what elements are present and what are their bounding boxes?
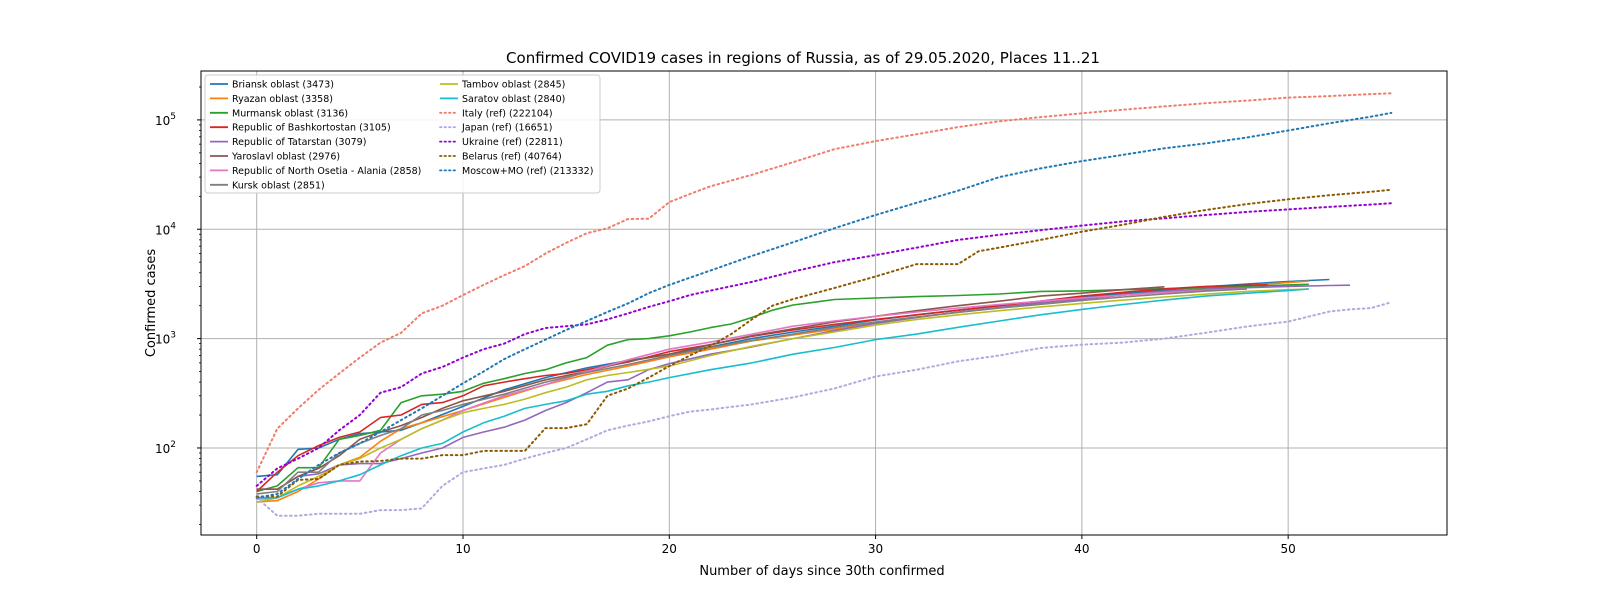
x-tick-label: 0 (253, 542, 261, 556)
legend-label: Kursk oblast (2851) (232, 180, 325, 191)
series-line (256, 288, 1309, 503)
legend-label: Ukraine (ref) (22811) (462, 137, 563, 148)
x-tick-label: 10 (455, 542, 470, 556)
x-axis-label: Number of days since 30th confirmed (699, 564, 944, 579)
series-line (255, 188, 1393, 498)
legend-label: Republic of North Osetia - Alania (2858) (232, 166, 421, 177)
chart-title: Confirmed COVID19 cases in regions of Ru… (506, 49, 1100, 67)
legend-label: Briansk oblast (3473) (232, 80, 334, 91)
series-line (255, 92, 1393, 474)
y-tick-label: 102 (155, 440, 176, 456)
series-line (255, 111, 1393, 499)
legend: Briansk oblast (3473) Ryazan oblast (3358… (204, 74, 601, 194)
y-tick-label: 104 (155, 221, 176, 237)
x-tick-label: 30 (868, 542, 883, 556)
legend-label: Ryazan oblast (3358) (232, 94, 333, 105)
series-line (255, 202, 1393, 487)
legend-label: Republic of Bashkortostan (3105) (232, 123, 391, 134)
legend-label: Tambov oblast (2845) (461, 80, 565, 91)
y-axis-label: Confirmed cases (144, 249, 159, 358)
series-line (256, 284, 1268, 493)
plot-frame (200, 70, 1448, 536)
series-line (256, 287, 1247, 500)
series-line (256, 280, 1309, 503)
legend-label: Saratov oblast (2840) (462, 94, 565, 105)
series-line (256, 278, 1330, 478)
y-tick-label: 105 (155, 112, 176, 128)
series-lines (255, 92, 1393, 517)
legend-label: Murmansk oblast (3136) (232, 108, 348, 119)
legend-box (204, 74, 601, 194)
series-line (256, 283, 1309, 493)
legend-label: Republic of Tatarstan (3079) (232, 137, 366, 148)
x-tick-label: 50 (1281, 542, 1296, 556)
legend-label: Italy (ref) (222104) (462, 108, 553, 119)
legend-label: Yaroslavl oblast (2976) (231, 152, 340, 163)
series-line (255, 301, 1393, 517)
legend-label: Moscow+MO (ref) (213332) (462, 166, 593, 177)
legend-label: Belarus (ref) (40764) (462, 152, 562, 163)
series-line (256, 288, 1309, 499)
x-tick-label: 40 (1074, 542, 1089, 556)
legend-label: Japan (ref) (16651) (461, 123, 552, 134)
x-tick-label: 20 (662, 542, 677, 556)
